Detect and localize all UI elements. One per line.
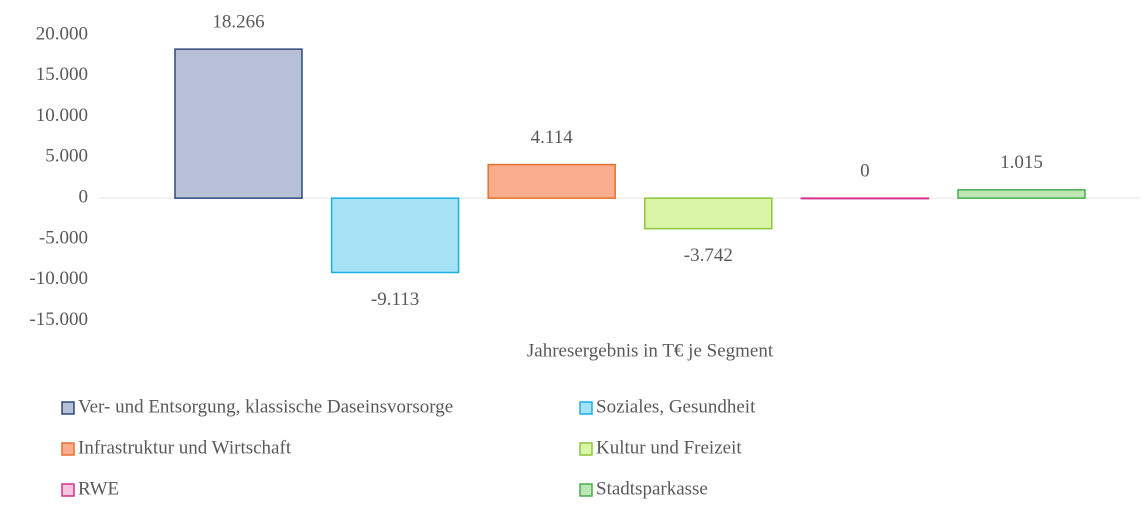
y-tick-label: 0 xyxy=(79,187,89,208)
bar xyxy=(957,189,1086,199)
bar xyxy=(644,197,773,230)
legend-swatch xyxy=(579,483,593,497)
legend-label: RWE xyxy=(78,478,119,499)
y-tick-label: 5.000 xyxy=(45,146,88,167)
legend-swatch xyxy=(579,442,593,456)
bar xyxy=(800,197,930,200)
legend-label: Ver- und Entsorgung, klassische Daseinsv… xyxy=(78,396,453,417)
data-label: -3.742 xyxy=(684,245,733,266)
y-tick-label: 20.000 xyxy=(36,23,88,44)
bar xyxy=(330,197,460,274)
x-tick-label: Jahresergebnis in T€ je Segment xyxy=(527,340,774,361)
y-tick-label: 15.000 xyxy=(36,64,88,85)
legend-swatch xyxy=(61,442,75,456)
data-label: 18.266 xyxy=(212,12,264,33)
legend-swatch xyxy=(61,483,75,497)
y-tick-label: -5.000 xyxy=(39,227,88,248)
legend-swatch xyxy=(579,401,593,415)
legend-swatch xyxy=(61,401,75,415)
data-label: 0 xyxy=(860,161,870,182)
legend-label: Soziales, Gesundheit xyxy=(596,396,756,417)
y-tick-label: 10.000 xyxy=(36,105,88,126)
data-label: -9.113 xyxy=(371,289,419,310)
bar xyxy=(487,163,616,199)
data-label: 4.114 xyxy=(531,127,574,148)
y-tick-label: -10.000 xyxy=(29,268,88,289)
legend-label: Infrastruktur und Wirtschaft xyxy=(78,437,292,458)
legend-label: Kultur und Freizeit xyxy=(596,437,742,458)
legend-label: Stadtsparkasse xyxy=(596,478,708,499)
data-label: 1.015 xyxy=(1000,152,1043,173)
bar xyxy=(174,48,303,199)
y-tick-label: -15.000 xyxy=(29,309,88,330)
